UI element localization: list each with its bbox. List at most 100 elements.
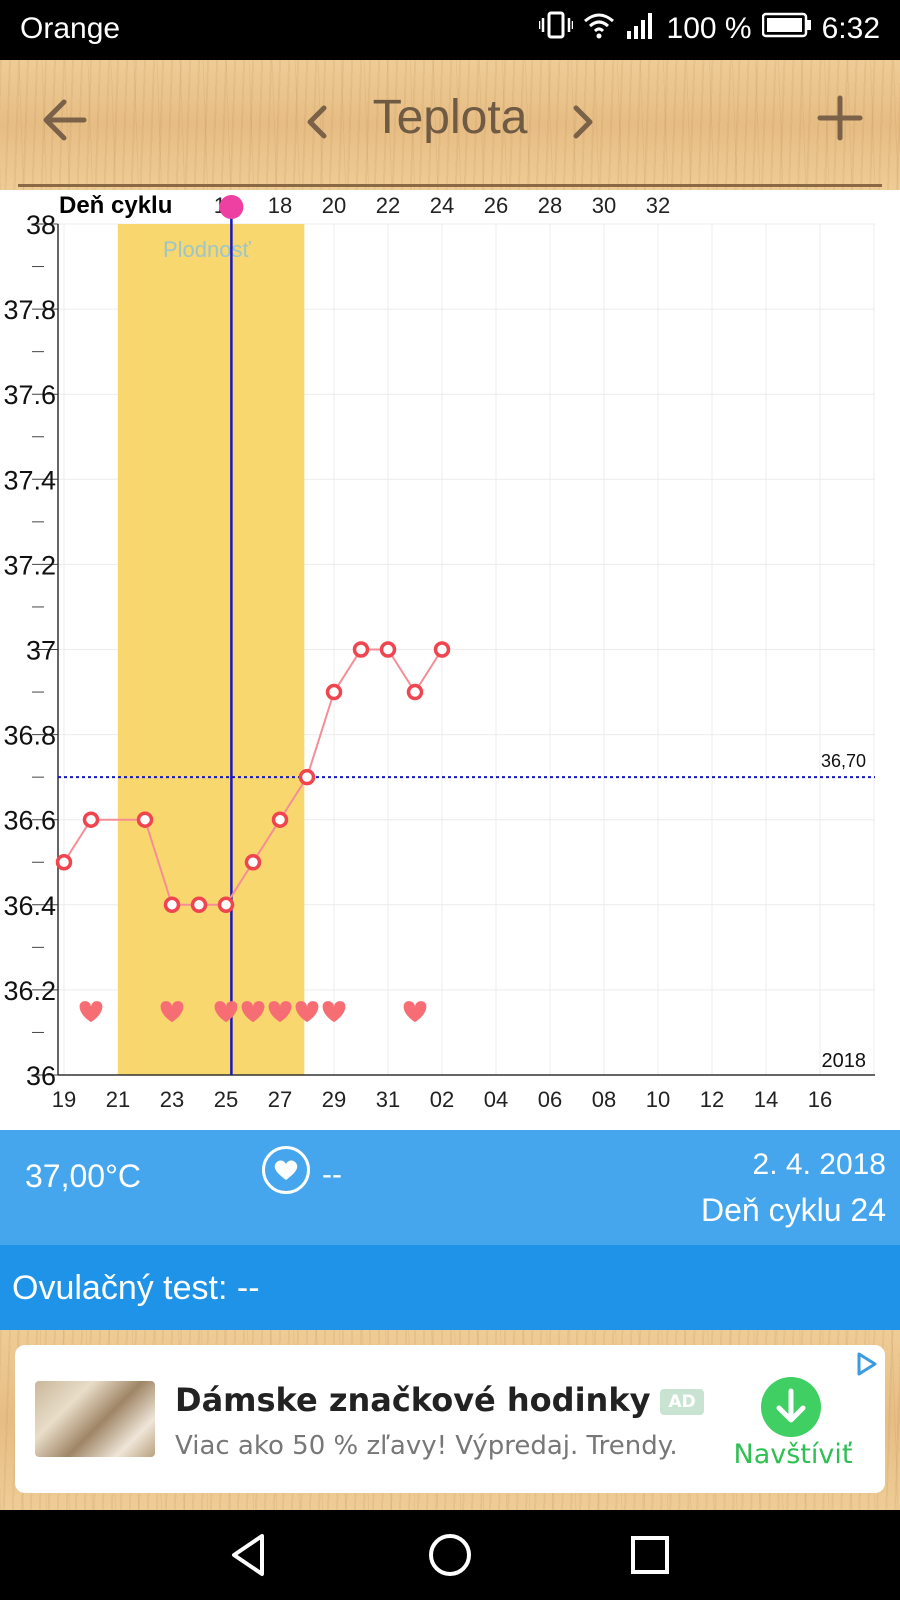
x-tick-label: 23 [160,1087,184,1112]
top-axis-tick-label: 22 [376,193,400,218]
nav-back-button[interactable] [220,1530,280,1580]
temperature-chart[interactable]: Plodnosť 36 36.2 36.4 36.6 36.8 37 37.2 37.4 37.6… [0,190,900,1130]
fertile-window-band [118,224,305,1075]
x-tick-label: 14 [754,1087,778,1112]
intercourse-toggle[interactable] [262,1146,310,1194]
ad-title[interactable]: Dámske značkové hodinky AD [175,1381,704,1419]
temperature-point [379,641,397,658]
wifi-icon [583,11,615,47]
top-axis-tick-label: 24 [430,193,454,218]
ad-area: Dámske značkové hodinky AD Viac ako 50 % … [0,1330,900,1510]
intercourse-heart-icon [295,1001,319,1023]
temperature-point [136,811,154,828]
y-tick-label: 36 [26,1061,56,1091]
x-tick-label: 31 [376,1087,400,1112]
top-axis-label: Deň cyklu [59,192,172,219]
top-axis-tick-label: 28 [538,193,562,218]
intercourse-heart-icon [268,1001,292,1023]
coverline-label: 36,70 [821,751,866,771]
system-nav-bar [0,1510,900,1600]
ovulation-test-bar[interactable]: Ovulačný test: -- [0,1245,900,1330]
y-tick-label: 37 [26,636,56,666]
x-tick-label: 08 [592,1087,616,1112]
y-tick-label: 36.6 [3,806,56,836]
top-axis-tick-label: 32 [646,193,670,218]
ad-visit-label: Navštíviť [733,1439,853,1470]
intercourse-heart-icon [79,1001,103,1023]
temperature-point [217,896,235,914]
selected-cycle-day: Deň cyklu 24 [701,1192,886,1228]
chevron-left-icon [307,105,327,139]
vibrate-icon [537,10,574,48]
adchoices-icon[interactable] [851,1349,881,1379]
y-tick-label: 37.6 [3,380,56,410]
square-recents-icon [631,1536,669,1574]
ad-description: Viac ako 50 % zľavy! Výpredaj. Trendy. [175,1431,678,1461]
x-tick-label: 29 [322,1087,346,1112]
ad-thumbnail[interactable] [35,1381,155,1457]
top-axis-tick-label: 18 [268,193,292,218]
y-tick-label: 36.4 [3,891,56,921]
add-entry-button[interactable] [810,88,870,148]
intercourse-heart-icon [322,1001,346,1023]
heart-icon [274,1160,298,1180]
x-tick-label: 19 [52,1087,76,1112]
y-tick-label: 37.8 [3,295,56,325]
top-axis-tick-label: 26 [484,193,508,218]
temperature-point [433,641,451,658]
x-tick-label: 27 [268,1087,292,1112]
toolbar-divider [18,184,882,187]
download-arrow-icon [761,1377,821,1437]
intercourse-heart-icon [403,1001,427,1023]
status-bar: Orange 100 % 6:32 [0,0,900,60]
x-tick-label: 04 [484,1087,508,1112]
app-toolbar: Teplota [0,60,900,190]
temperature-point [55,854,73,871]
ad-card[interactable]: Dámske značkové hodinky AD Viac ako 50 % … [15,1345,885,1493]
x-tick-label: 21 [106,1087,130,1112]
temperature-point [406,683,424,701]
temperature-point [82,811,100,828]
temperature-point [298,768,316,786]
nav-recents-button[interactable] [620,1530,680,1580]
year-label: 2018 [822,1050,867,1072]
x-tick-label: 16 [808,1087,832,1112]
back-button[interactable] [36,90,96,150]
top-axis-tick-label: 20 [322,193,346,218]
plus-icon [817,95,863,141]
next-cycle-button[interactable] [566,100,602,144]
temperature-point [271,811,289,828]
ad-title-text: Dámske značkové hodinky [175,1381,651,1419]
ovulation-test-label: Ovulačný test: -- [12,1269,260,1307]
ovulation-marker [219,195,244,219]
bbt-chart-svg: Plodnosť 36 36.2 36.4 36.6 36.8 37 37.2 37.4 37.6… [3,192,875,1112]
intercourse-heart-icon [214,1001,238,1023]
y-tick-label: 36.8 [3,721,56,751]
ad-visit-button[interactable]: Navštíviť [733,1367,863,1487]
x-tick-label: 10 [646,1087,670,1112]
triangle-back-icon [232,1534,264,1576]
y-tick-label: 36.2 [3,976,56,1006]
selected-temperature: 37,00°C [25,1158,141,1194]
carrier-name: Orange [20,12,121,45]
selected-date: 2. 4. 2018 [752,1148,886,1181]
temperature-point [244,854,262,871]
arrow-left-icon [43,99,87,141]
top-axis-tick-label: 30 [592,193,616,218]
x-tick-label: 02 [430,1087,454,1112]
signal-icon [625,11,657,47]
ad-badge: AD [660,1389,704,1415]
previous-cycle-button[interactable] [298,100,334,144]
temperature-point [163,896,181,914]
y-tick-label: 38 [26,210,56,240]
clock: 6:32 [821,12,880,45]
page-title: Teplota [372,91,528,144]
nav-home-button[interactable] [420,1530,480,1580]
chevron-right-icon [573,105,593,139]
status-icons: 100 % 6:32 [537,10,880,48]
x-tick-label: 12 [700,1087,724,1112]
y-tick-label: 37.4 [3,465,56,495]
selected-day-info: 37,00°C -- 2. 4. 2018 Deň cyklu 24 [0,1130,900,1245]
fertile-label: Plodnosť [163,237,252,262]
x-tick-label: 06 [538,1087,562,1112]
